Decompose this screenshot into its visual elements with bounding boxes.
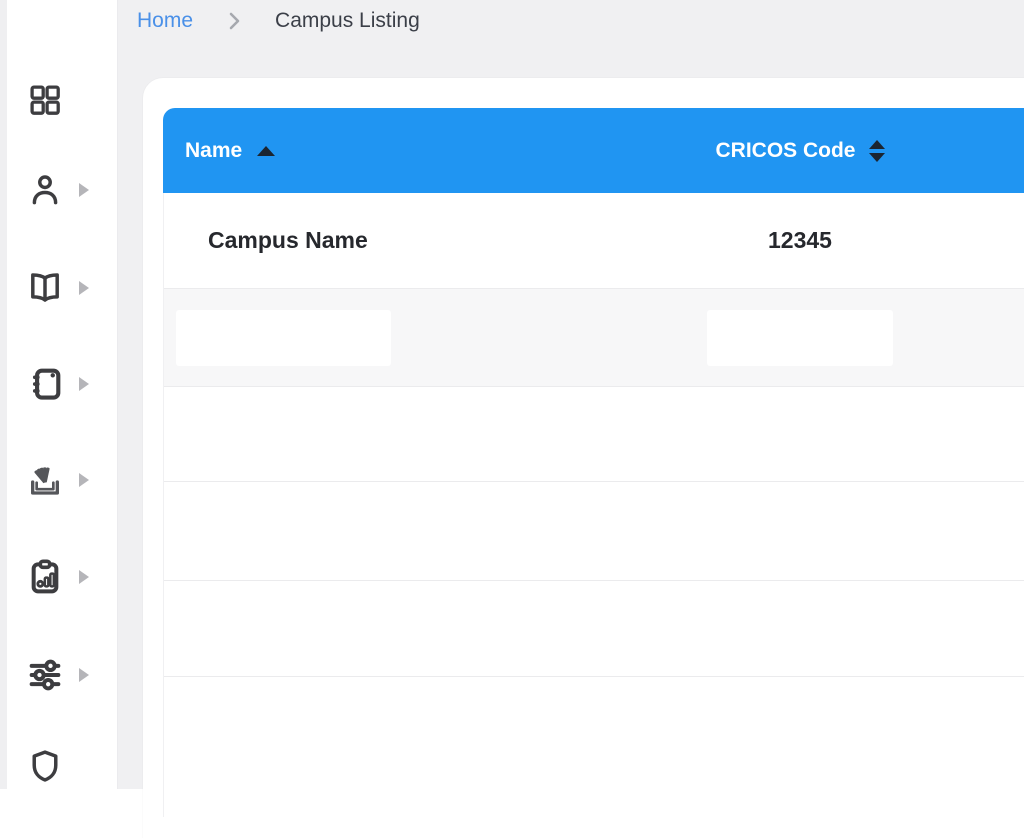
shield-icon <box>23 744 67 788</box>
sidebar-item-notebook[interactable] <box>7 360 118 408</box>
person-icon <box>23 168 67 212</box>
submenu-arrow-icon <box>79 668 89 682</box>
sidebar-item-courses[interactable] <box>7 264 118 312</box>
submenu-arrow-icon <box>79 473 89 487</box>
notebook-icon <box>23 362 67 406</box>
redacted-placeholder <box>707 309 893 366</box>
sidebar-item-users[interactable] <box>7 166 118 214</box>
clipboard-report-icon <box>23 555 67 599</box>
column-header-name[interactable]: Name <box>163 139 540 163</box>
table-row-redacted <box>164 289 1024 387</box>
submenu-arrow-icon <box>79 377 89 391</box>
table-row[interactable]: Campus Name 12345 <box>164 193 1024 289</box>
breadcrumb-home-link[interactable]: Home <box>137 9 194 32</box>
column-label: Name <box>185 138 243 162</box>
campus-table: Name CRICOS Code Campus Name 12345 <box>163 108 1024 817</box>
column-label: CRICOS Code <box>715 138 856 162</box>
table-body: Campus Name 12345 <box>163 193 1024 817</box>
grid-dashboard-icon <box>23 78 67 122</box>
card-stack-icon <box>23 458 67 502</box>
sidebar-item-dashboard[interactable] <box>7 76 118 124</box>
sliders-icon <box>23 653 67 697</box>
submenu-arrow-icon <box>79 570 89 584</box>
cell-campus-name: Campus Name <box>208 227 368 253</box>
listing-card: Name CRICOS Code Campus Name 12345 <box>143 78 1024 838</box>
redacted-placeholder <box>176 309 391 366</box>
column-header-cricos-code[interactable]: CRICOS Code <box>540 139 1024 163</box>
sidebar-item-reports[interactable] <box>7 553 118 601</box>
sidebar <box>7 0 118 789</box>
submenu-arrow-icon <box>79 281 89 295</box>
breadcrumb: Home Campus Listing <box>137 4 420 38</box>
open-book-icon <box>23 266 67 310</box>
sort-ascending-icon[interactable] <box>257 145 276 156</box>
sidebar-item-stack[interactable] <box>7 456 118 504</box>
window-left-gutter <box>0 0 7 789</box>
submenu-arrow-icon <box>79 183 89 197</box>
table-row-empty <box>164 482 1024 581</box>
table-row-empty <box>164 677 1024 817</box>
sidebar-item-security[interactable] <box>7 742 118 790</box>
sort-both-icon[interactable] <box>868 139 885 162</box>
table-row-empty <box>164 387 1024 482</box>
cell-cricos-code: 12345 <box>768 227 832 253</box>
table-header-row: Name CRICOS Code <box>163 108 1024 193</box>
main-content: Home Campus Listing Name CRICOS Code <box>118 0 1024 838</box>
chevron-right-icon <box>227 10 241 32</box>
table-row-empty <box>164 581 1024 677</box>
sidebar-item-settings[interactable] <box>7 651 118 699</box>
breadcrumb-current-page: Campus Listing <box>275 9 420 32</box>
